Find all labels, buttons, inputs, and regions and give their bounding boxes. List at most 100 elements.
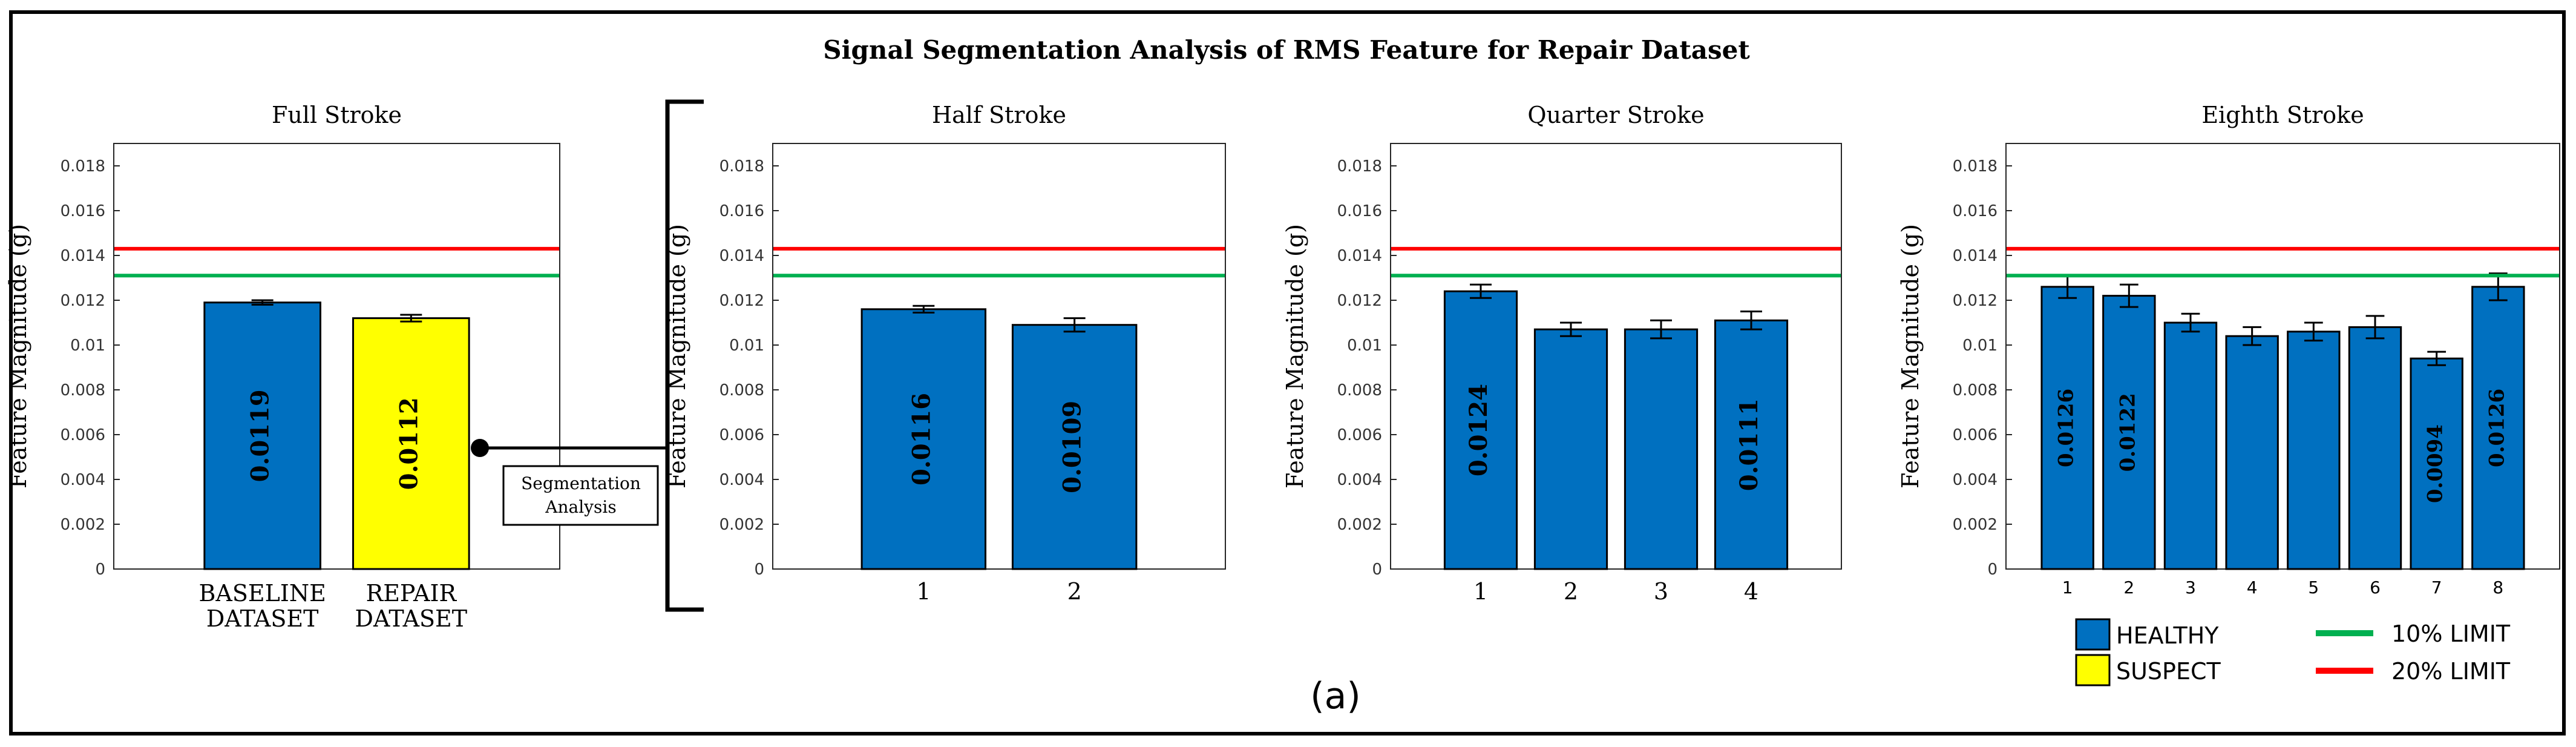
y-tick-label: 0.002 [1337,516,1382,534]
y-tick-label: 0.01 [1962,337,1998,355]
bar [2471,286,2525,570]
y-tick-label: 0.01 [729,337,764,355]
y-tick-label: 0.006 [1953,426,1998,444]
y-tick-label: 0.014 [719,247,764,265]
y-tick-label: 0.006 [719,426,764,444]
x-tick-label: BASELINE [198,580,326,607]
legend-healthy-swatch [2075,618,2111,651]
bar [2410,357,2463,570]
x-tick-label: DATASET [206,605,319,632]
bar [2163,321,2218,570]
y-tick-label: 0.006 [1337,426,1382,444]
y-tick-label: 0.014 [1953,247,1998,265]
y-tick-label: 0.012 [1953,292,1998,310]
segmentation-bracket [665,99,704,612]
y-tick-label: 0.002 [719,516,764,534]
legend-suspect-swatch [2075,654,2111,686]
y-tick-label: 0.004 [61,471,105,489]
y-tick-label: 0.014 [1337,247,1382,265]
bar [1533,328,1608,570]
bar-value-label: 0.0122 [2116,393,2140,472]
y-tick-label: 0 [1372,561,1382,579]
legend: HEALTHY SUSPECT 10% LIMIT 20% LIMIT [2075,618,2511,686]
x-tick-label: 6 [2370,578,2381,597]
bar [1624,328,1699,570]
chart-title: Eighth Stroke [2201,102,2364,128]
y-tick-label: 0 [95,561,105,579]
segmentation-label-box [502,465,659,526]
x-tick-label: 2 [1067,578,1082,605]
y-tick-label: 0.008 [1337,381,1382,400]
bar-value-label: 0.0126 [2054,389,2079,467]
y-tick-label: 0.004 [1337,471,1382,489]
figure-title: Signal Segmentation Analysis of RMS Feat… [823,35,1750,65]
x-tick-label: DATASET [355,605,467,632]
y-tick-label: 0.018 [1953,157,1998,176]
bar [1714,319,1789,570]
y-tick-label: 0.012 [719,292,764,310]
bar [2040,286,2094,570]
x-tick-label: 1 [916,578,931,605]
y-tick-label: 0.012 [61,292,105,310]
y-tick-label: 0.002 [61,516,105,534]
chart-full-stroke: Full Stroke Feature Magnitude (g) 0 0.002 0.… [5,102,560,632]
y-tick-label: 0.018 [1337,157,1382,176]
x-tick-label: 1 [2062,578,2073,597]
x-tick-label: 1 [1473,578,1488,605]
x-tick-label: 3 [2185,578,2196,597]
x-tick-label: 7 [2431,578,2442,597]
chart-title: Full Stroke [272,102,402,128]
bar-value-label: 0.0124 [1464,384,1493,476]
y-tick-label: 0 [754,561,764,579]
y-tick-label: 0.01 [1347,337,1382,355]
segmentation-connector: Segmentation Analysis [471,99,704,612]
bar-value-label: 0.0109 [1058,401,1087,493]
legend-limit10-label: 10% LIMIT [2391,620,2511,647]
plot-area [113,143,560,570]
plot-area [2005,143,2560,570]
y-tick-label: 0.008 [1953,381,1998,400]
y-axis-label: Feature Magnitude (g) [1282,224,1308,489]
x-tick-label: 3 [1654,578,1668,605]
plot-area [772,143,1226,570]
y-tick-label: 0.014 [61,247,105,265]
y-tick-label: 0.016 [1953,202,1998,220]
y-tick-label: 0.004 [1953,471,1998,489]
bar-value-label: 0.0094 [2424,424,2448,503]
chart-title: Half Stroke [932,102,1066,128]
bar [352,317,470,570]
y-tick-label: 0 [1987,561,1998,579]
y-tick-label: 0.004 [719,471,764,489]
x-tick-label: REPAIR [366,580,457,607]
y-tick-label: 0.008 [61,381,105,400]
segmentation-label-line1: Segmentation [521,473,641,493]
y-tick-label: 0.01 [70,337,105,355]
y-tick-label: 0.012 [1337,292,1382,310]
chart-title: Quarter Stroke [1527,102,1704,128]
x-tick-label: 4 [2247,578,2258,597]
bar [2287,331,2341,570]
y-tick-label: 0.018 [719,157,764,176]
y-tick-label: 0.016 [61,202,105,220]
bar-value-label: 0.0111 [1735,398,1763,491]
y-axis-label: Feature Magnitude (g) [1897,224,1924,489]
x-tick-label: 2 [1564,578,1578,605]
figure-caption: (a) [1310,675,1361,717]
bar [1011,324,1138,570]
chart-quarter-stroke: Quarter Stroke Feature Magnitude (g) 0 0.00… [1282,102,1842,605]
y-tick-label: 0.018 [61,157,105,176]
bar [2225,335,2279,570]
bar-value-label: 0.0126 [2485,389,2509,467]
bar [1443,290,1518,570]
y-tick-label: 0.016 [719,202,764,220]
legend-suspect-label: SUSPECT [2116,658,2221,685]
bar [2102,295,2156,570]
x-tick-label: 4 [1744,578,1758,605]
legend-healthy-label: HEALTHY [2116,622,2219,649]
x-tick-label: 8 [2492,578,2503,597]
y-axis-label: Feature Magnitude (g) [5,224,31,489]
chart-eighth-stroke: Eighth Stroke Feature Magnitude (g) 0 0.002… [1897,102,2560,597]
y-tick-label: 0.006 [61,426,105,444]
